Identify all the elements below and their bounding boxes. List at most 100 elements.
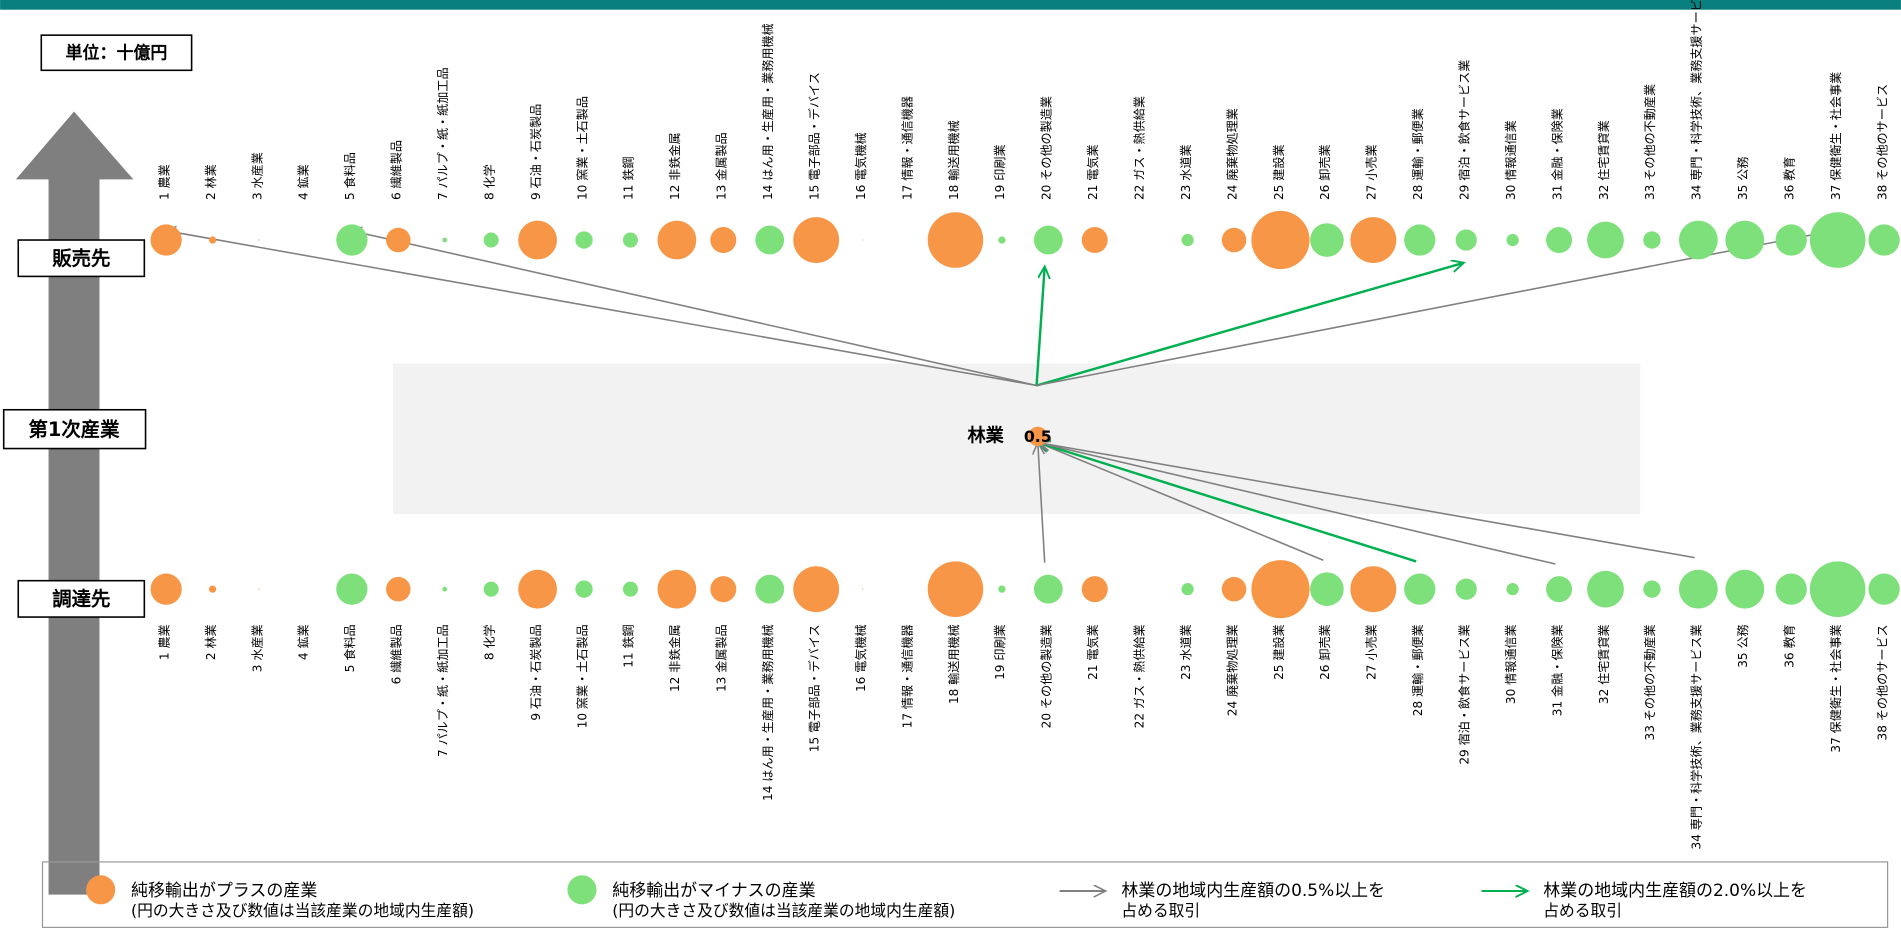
legend-circle bbox=[567, 875, 597, 905]
industry-label: 36 教育 bbox=[1782, 157, 1797, 200]
industry-label: 26 卸売業 bbox=[1317, 624, 1332, 680]
industry-circle bbox=[150, 573, 182, 605]
industry-circle bbox=[1643, 231, 1661, 249]
industry-circle bbox=[998, 236, 1006, 244]
industry-circle bbox=[575, 580, 593, 598]
industry-label: 9 石油・石炭製品 bbox=[529, 104, 543, 200]
label-box bbox=[17, 579, 146, 618]
industry-circle bbox=[793, 566, 840, 613]
industry-circle bbox=[622, 581, 638, 597]
legend-text: 純移輸出がプラスの産業 bbox=[131, 881, 317, 901]
side-label: 調達先 bbox=[52, 588, 110, 611]
industry-label: 20 その他の製造業 bbox=[1040, 624, 1054, 728]
industry-circle bbox=[622, 232, 638, 248]
industry-circle bbox=[1251, 210, 1310, 270]
industry-circle bbox=[1546, 576, 1573, 603]
industry-label: 22 ガス・熱供給業 bbox=[1132, 96, 1146, 200]
legend-text: 占める取引 bbox=[1543, 901, 1622, 920]
industry-label: 14 はん用・生産用・業務用機械 bbox=[760, 23, 775, 200]
industry-label: 29 宿泊・飲食サービス業 bbox=[1456, 624, 1471, 764]
industry-circle bbox=[1725, 220, 1765, 260]
legend-text: 占める取引 bbox=[1121, 901, 1200, 920]
industry-label: 3 水産業 bbox=[249, 624, 264, 672]
industry-label: 31 金融・保険業 bbox=[1549, 624, 1564, 716]
industry-label: 2 林業 bbox=[204, 624, 218, 660]
sales-link bbox=[1036, 263, 1464, 387]
industry-label: 1 農業 bbox=[157, 624, 171, 660]
industry-circle bbox=[1310, 223, 1344, 257]
procurement-link bbox=[1038, 442, 1324, 561]
center-band bbox=[392, 363, 1641, 515]
legend-text: 林業の地域内生産額の2.0%以上を bbox=[1543, 881, 1807, 901]
industry-circle bbox=[483, 232, 499, 248]
label-box bbox=[17, 239, 146, 278]
industry-circle bbox=[1251, 560, 1310, 619]
industry-circle bbox=[710, 576, 737, 603]
industry-label: 22 ガス・熱供給業 bbox=[1132, 624, 1146, 728]
industry-circle bbox=[861, 239, 864, 241]
industry-circle bbox=[1587, 221, 1624, 259]
industry-label: 19 印刷業 bbox=[993, 624, 1007, 680]
industry-circle bbox=[1546, 227, 1573, 254]
industry-circle bbox=[1033, 225, 1063, 255]
sales-link bbox=[1035, 267, 1045, 386]
industry-circle bbox=[1081, 576, 1108, 603]
top-bar bbox=[0, 0, 1901, 10]
industry-label: 4 鉱業 bbox=[296, 624, 311, 660]
industry-label: 38 その他のサービス bbox=[1875, 624, 1889, 740]
industry-circle bbox=[442, 586, 448, 592]
procurement-link bbox=[1038, 442, 1556, 565]
industry-label: 5 食料品 bbox=[342, 624, 357, 672]
industry-label: 26 卸売業 bbox=[1317, 144, 1332, 200]
industry-label: 14 はん用・生産用・業務用機械 bbox=[760, 624, 775, 801]
industry-circle bbox=[1404, 224, 1436, 256]
unit-box bbox=[40, 34, 193, 72]
industry-label: 38 その他のサービス bbox=[1875, 84, 1889, 200]
side-label: 販売先 bbox=[52, 247, 110, 270]
industry-label: 5 食料品 bbox=[342, 152, 357, 200]
legend-text: 林業の地域内生産額の0.5%以上を bbox=[1121, 881, 1385, 901]
industry-circle bbox=[336, 573, 368, 605]
industry-label: 27 小売業 bbox=[1364, 624, 1379, 680]
industry-label: 36 教育 bbox=[1782, 624, 1797, 667]
industry-label: 21 電気業 bbox=[1085, 624, 1100, 680]
industry-label: 28 運輸・郵便業 bbox=[1410, 624, 1425, 716]
industry-label: 31 金融・保険業 bbox=[1549, 108, 1564, 200]
industry-label: 4 鉱業 bbox=[296, 164, 311, 200]
industry-circle bbox=[657, 220, 697, 260]
industry-circle bbox=[1678, 569, 1718, 609]
industry-label: 32 住宅賃貸業 bbox=[1596, 120, 1611, 200]
industry-circle bbox=[1809, 212, 1866, 268]
industry-label: 27 小売業 bbox=[1364, 144, 1379, 200]
industry-label: 30 情報通信業 bbox=[1504, 624, 1518, 704]
industry-circle bbox=[1310, 572, 1344, 606]
industry-circle bbox=[1678, 220, 1718, 260]
legend-circle bbox=[86, 875, 116, 905]
side-label: 第1次産業 bbox=[29, 418, 121, 441]
industry-circle bbox=[1455, 578, 1477, 600]
industry-label: 30 情報通信業 bbox=[1504, 120, 1518, 200]
industry-circle bbox=[1775, 573, 1807, 605]
industry-circle bbox=[1643, 580, 1661, 598]
legend-text: (円の大きさ及び数値は当該産業の地域内生産額) bbox=[131, 901, 474, 920]
industry-label: 8 化学 bbox=[481, 164, 496, 200]
industry-circle bbox=[1350, 566, 1397, 613]
industry-label: 37 保健衛生・社会事業 bbox=[1828, 72, 1843, 200]
industry-label: 7 パルプ・紙・紙加工品 bbox=[436, 67, 450, 200]
industry-circle bbox=[1404, 573, 1436, 605]
industry-circle bbox=[258, 239, 260, 241]
industry-circle bbox=[1221, 576, 1247, 602]
industry-circle bbox=[150, 224, 182, 256]
industry-label: 17 情報・通信機器 bbox=[899, 96, 914, 200]
industry-label: 35 公務 bbox=[1736, 624, 1750, 667]
industry-label: 19 印刷業 bbox=[993, 144, 1007, 200]
industry-label: 18 輸送用機械 bbox=[946, 120, 961, 200]
industry-label: 29 宿泊・飲食サービス業 bbox=[1456, 60, 1471, 200]
industry-label: 10 窯業・土石製品 bbox=[574, 624, 589, 728]
industry-circle bbox=[258, 588, 260, 590]
industry-label: 24 廃棄物処理業 bbox=[1224, 108, 1239, 200]
industry-circle bbox=[336, 224, 368, 256]
industry-label: 28 運輸・郵便業 bbox=[1410, 108, 1425, 200]
industry-circle bbox=[208, 236, 217, 244]
